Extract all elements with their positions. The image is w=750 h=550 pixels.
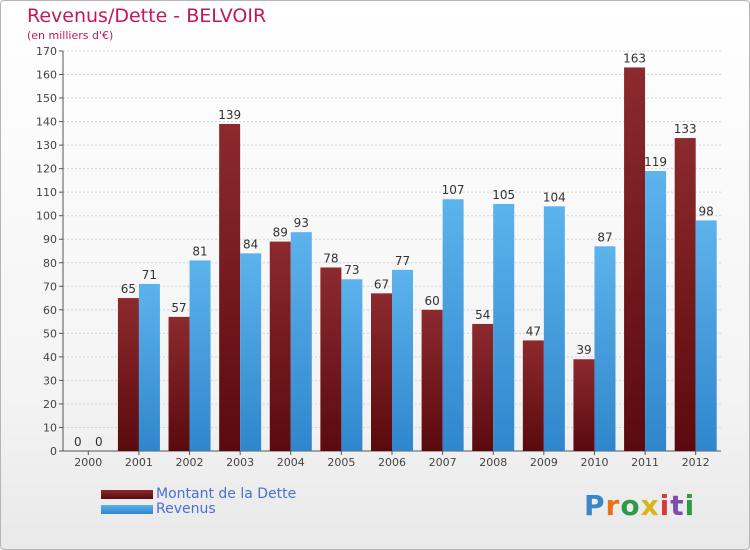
chart-title: Revenus/Dette - BELVOIR (27, 5, 267, 27)
labels: 2000 0 0 2001 65 71 2002 57 81 2003 139 84 2004 89 93 2… (74, 51, 714, 469)
bar-dette (472, 323, 494, 451)
bar-dette (269, 241, 291, 451)
bar-dette (219, 123, 241, 452)
legend-swatch-dette (101, 490, 153, 499)
x-tick-label: 2003 (226, 456, 254, 469)
data-label: 0 (74, 435, 82, 449)
data-label: 89 (273, 226, 288, 240)
x-tick-label: 2008 (479, 456, 507, 469)
y-tick-label: 160 (36, 69, 57, 82)
bar-dette (573, 359, 595, 451)
bar-revenus (493, 203, 515, 451)
bar-dette (168, 316, 190, 451)
x-tick-label: 2006 (378, 456, 406, 469)
bar-revenus (543, 206, 565, 451)
bar-dette (320, 267, 342, 451)
y-tick-label: 80 (43, 257, 57, 270)
bar-revenus (442, 199, 464, 451)
data-label: 0 (95, 435, 103, 449)
y-tick-label: 40 (43, 351, 57, 364)
x-tick-label: 2009 (530, 456, 558, 469)
data-label: 133 (674, 122, 697, 136)
data-label: 47 (526, 324, 541, 338)
bar-dette (421, 309, 443, 451)
logo-letter: i (659, 489, 671, 522)
data-label: 105 (492, 188, 515, 202)
chart-subtitle: (en milliers d'€) (27, 29, 114, 42)
legend-swatch-revenus (101, 505, 153, 514)
bar-revenus (645, 171, 667, 451)
x-tick-label: 2011 (631, 456, 659, 469)
y-tick-label: 20 (43, 398, 57, 411)
y-tick-label: 0 (50, 445, 57, 458)
data-label: 78 (323, 251, 338, 265)
y-tick-label: 130 (36, 139, 57, 152)
x-tick-label: 2005 (327, 456, 355, 469)
legend-label-revenus: Revenus (156, 501, 216, 517)
x-tick-label: 2001 (125, 456, 153, 469)
bar-revenus (695, 220, 717, 451)
data-label: 77 (395, 254, 410, 268)
logo-letter: r (605, 489, 621, 522)
data-label: 60 (424, 294, 439, 308)
bars (117, 67, 717, 452)
y-tick-label: 120 (36, 163, 57, 176)
data-label: 104 (543, 190, 566, 204)
bar-dette (117, 298, 139, 451)
data-label: 163 (623, 51, 646, 65)
logo-letter: x (640, 489, 660, 522)
data-label: 39 (576, 343, 591, 357)
data-label: 57 (171, 301, 186, 315)
x-tick-label: 2007 (429, 456, 457, 469)
y-tick-label: 70 (43, 280, 57, 293)
bar-dette (624, 67, 646, 452)
bar-dette (522, 340, 544, 451)
data-label: 81 (192, 244, 207, 258)
data-label: 84 (243, 237, 258, 251)
x-tick-label: 2004 (277, 456, 305, 469)
data-label: 139 (218, 108, 241, 122)
bar-dette (371, 293, 392, 451)
logo-letter: t (670, 489, 685, 522)
data-label: 65 (121, 282, 136, 296)
data-label: 67 (374, 277, 389, 291)
y-tick-label: 50 (43, 327, 57, 340)
data-label: 73 (344, 263, 359, 277)
logo-letter: o (620, 489, 641, 522)
y-tick-label: 100 (36, 210, 57, 223)
proxiti-logo: Proxiti (584, 489, 695, 522)
data-label: 87 (597, 230, 612, 244)
x-tick-label: 2010 (580, 456, 608, 469)
data-label: 71 (142, 268, 157, 282)
y-tick-label: 110 (36, 186, 57, 199)
x-tick-label: 2012 (682, 456, 710, 469)
data-label: 98 (699, 204, 714, 218)
y-tick-label: 170 (36, 45, 57, 58)
x-tick-label: 2002 (176, 456, 204, 469)
y-tick-label: 60 (43, 304, 57, 317)
x-tick-label: 2000 (74, 456, 102, 469)
data-label: 119 (644, 155, 667, 169)
data-label: 107 (442, 183, 465, 197)
data-label: 93 (294, 216, 309, 230)
y-tick-label: 90 (43, 233, 57, 246)
y-tick-label: 140 (36, 116, 57, 129)
y-tick-label: 30 (43, 374, 57, 387)
y-tick-label: 150 (36, 92, 57, 105)
logo-letter: P (584, 489, 606, 522)
legend-label-dette: Montant de la Dette (156, 486, 297, 502)
bar-dette (674, 138, 696, 451)
bar-revenus (594, 246, 616, 451)
bar-revenus (189, 260, 211, 451)
bar-revenus (290, 232, 312, 451)
y-tick-label: 10 (43, 421, 57, 434)
bar-revenus (240, 253, 262, 451)
data-label: 54 (475, 308, 490, 322)
bar-revenus (138, 283, 160, 451)
bar-revenus (392, 269, 413, 451)
logo-letter: i (684, 489, 696, 522)
bar-revenus (341, 279, 363, 451)
